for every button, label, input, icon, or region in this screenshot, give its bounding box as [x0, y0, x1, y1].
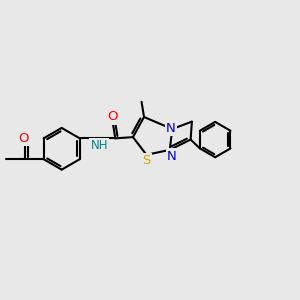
Text: N: N: [167, 149, 177, 163]
Text: O: O: [108, 110, 118, 124]
Text: O: O: [19, 132, 29, 145]
Text: S: S: [142, 154, 151, 167]
Text: NH: NH: [91, 139, 108, 152]
Text: N: N: [166, 122, 176, 135]
